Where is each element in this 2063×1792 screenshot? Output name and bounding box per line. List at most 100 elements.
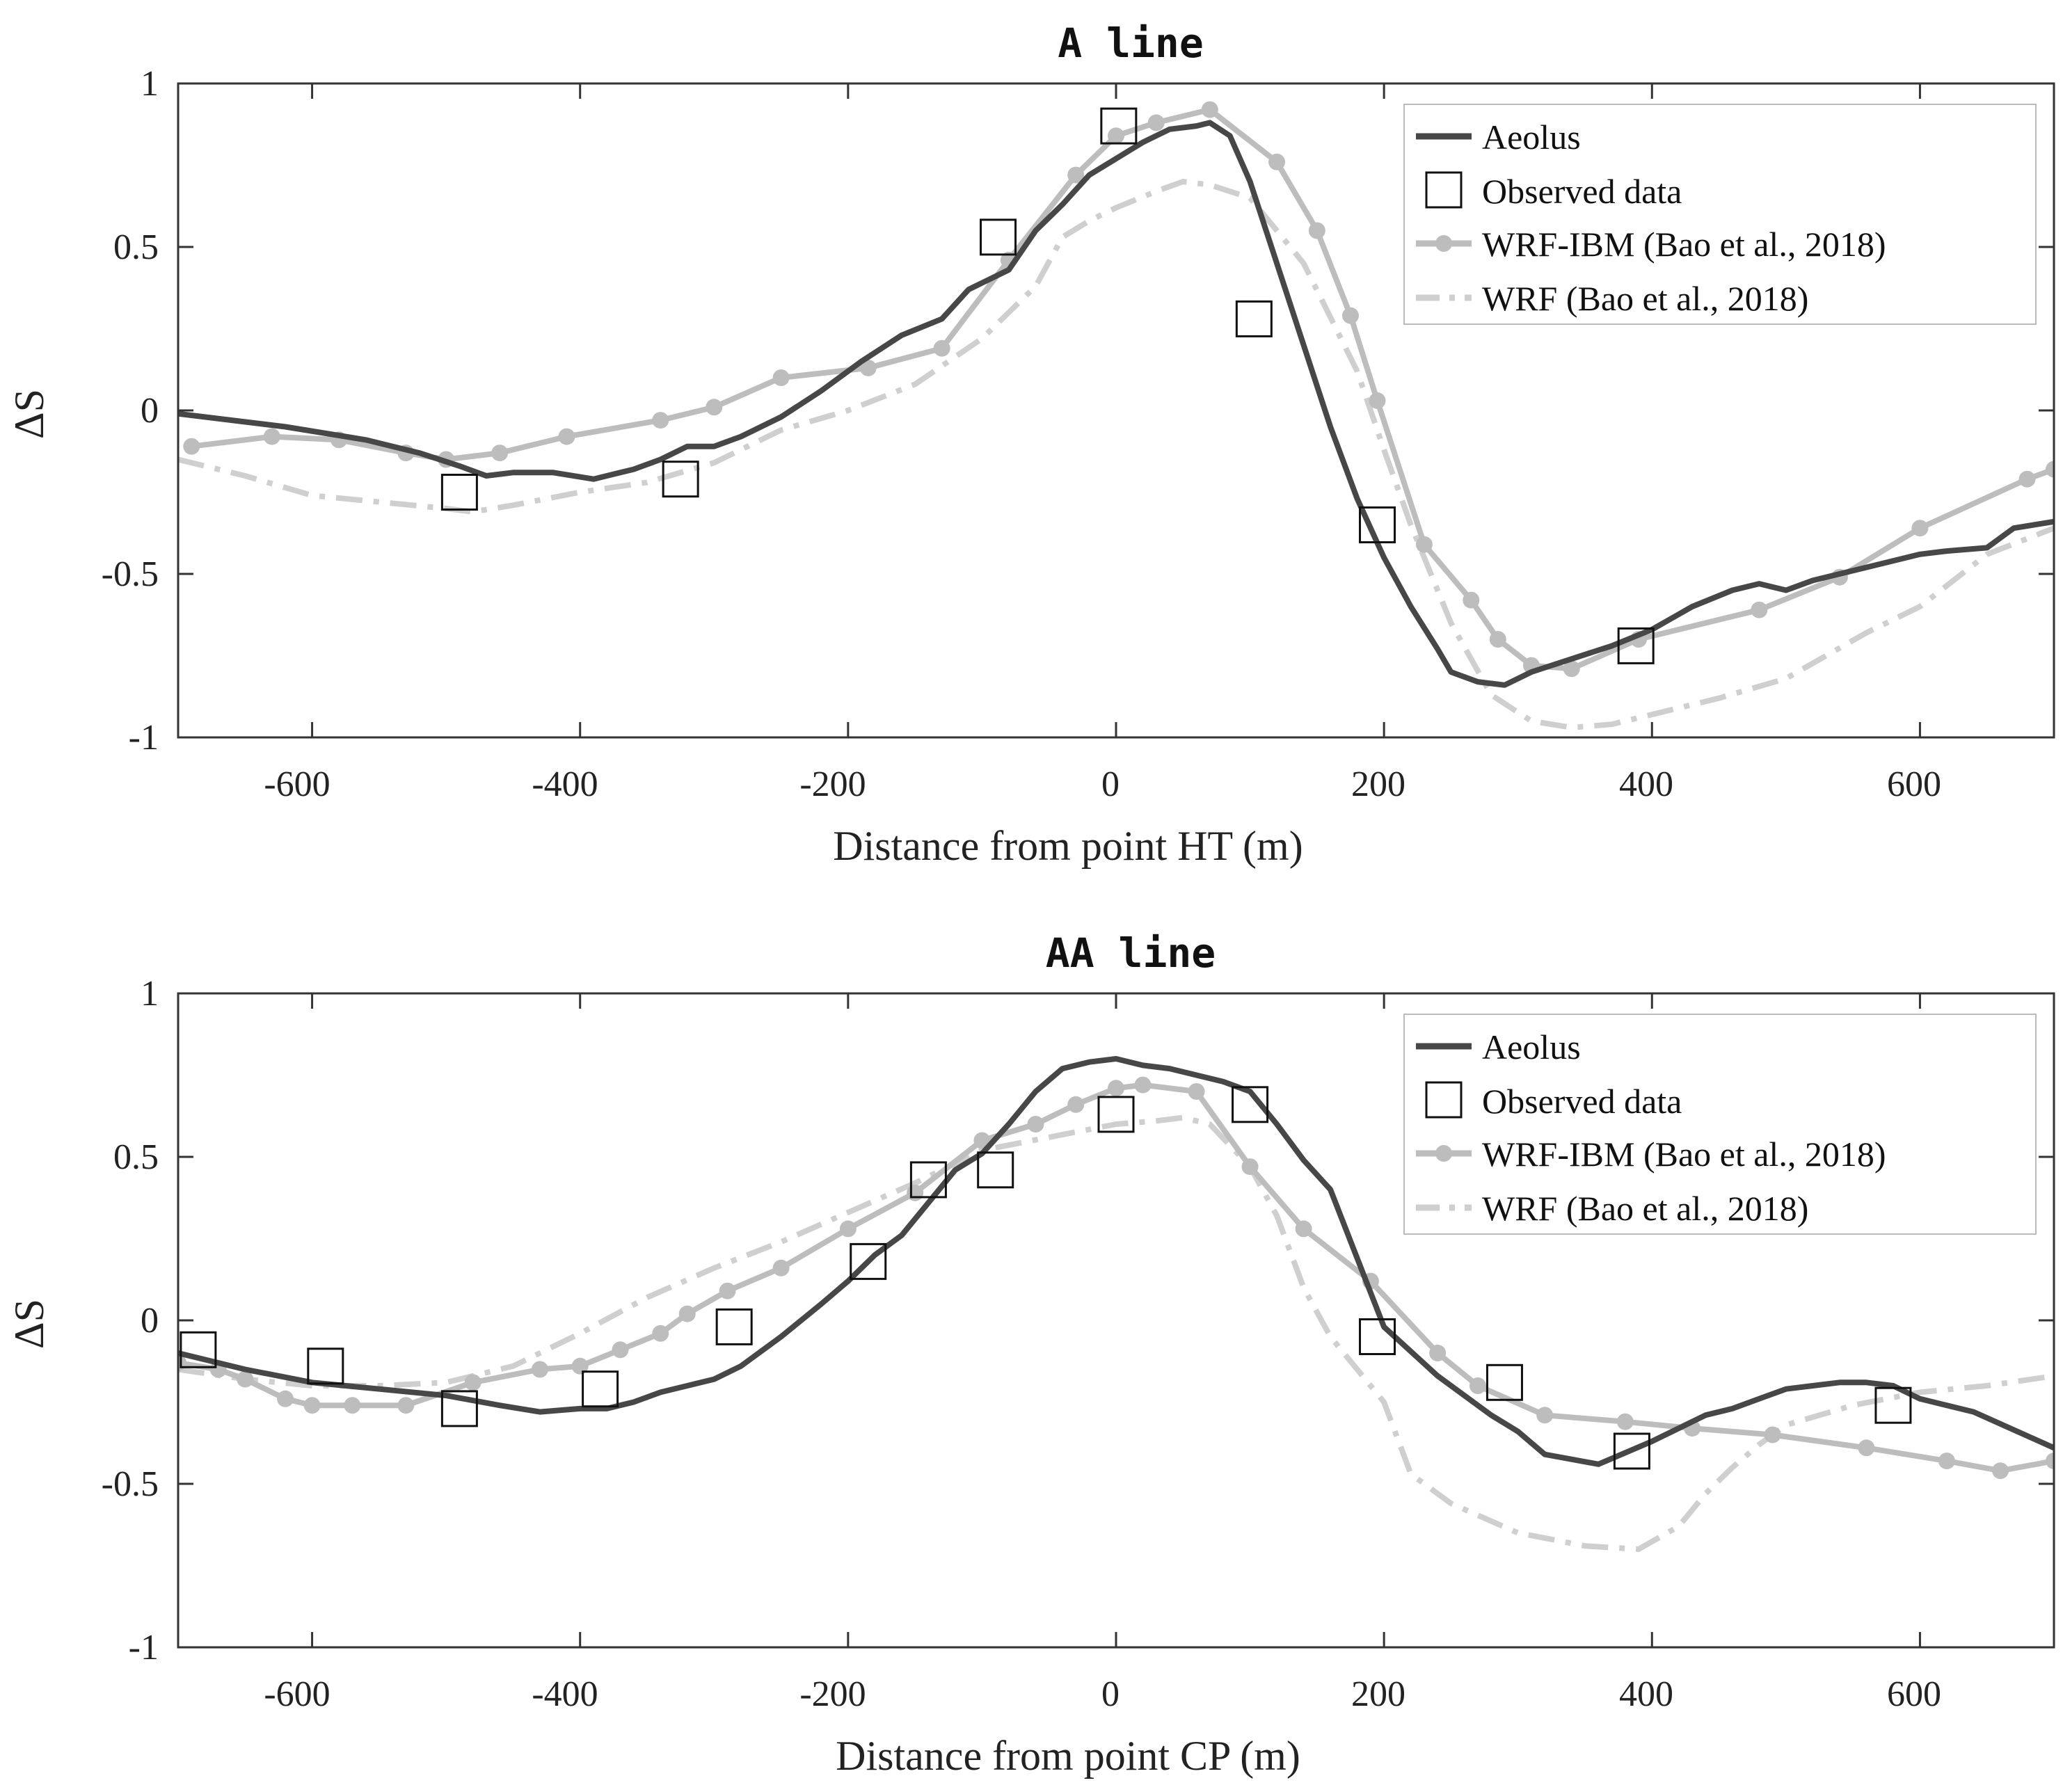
panel-aa-x-tick-label: -400: [532, 1674, 598, 1714]
panel-aa-legend-box: [1403, 1014, 2037, 1235]
panel-aa-wrf-ibm-point: [1991, 1462, 2009, 1480]
panel-a-observed-point: [1235, 300, 1273, 337]
panel-a-wrf-ibm-point: [1489, 631, 1506, 648]
panel-aa-y-tick-labels: -1 -0.5 0 0.5 1: [102, 974, 159, 1667]
panel-aa-title: AA line: [1046, 929, 1216, 977]
panel-a-x-tick-label: -200: [799, 765, 866, 804]
panel-aa-wrf-ibm-point: [839, 1220, 857, 1238]
panel-aa-wrf-ibm-point: [1938, 1453, 1955, 1470]
panel-a-wrf-ibm-point: [1201, 101, 1218, 118]
panel-a-observed-point: [440, 474, 478, 511]
panel-a-legend-box: [1403, 104, 2037, 325]
panel-a-x-tick-label: -400: [532, 765, 598, 804]
panel-a-wrf-ibm-point: [1415, 536, 1433, 553]
panel-a-y-tick-label: -0.5: [102, 554, 159, 594]
panel-aa-y-tick-label: 0: [141, 1301, 159, 1341]
panel-aa-observed-point: [1097, 1096, 1135, 1133]
panel-aa-x-tick-label: -600: [264, 1674, 330, 1714]
panel-aa-wrf-ibm-line: [178, 1082, 2054, 1474]
panel-aa-legend-observed-label: Observed data: [1482, 1082, 1682, 1121]
panel-aa-series-layer: [178, 1056, 2054, 1552]
panel-aa-wrf-ibm-point: [571, 1357, 589, 1375]
panel-a-x-tick-label: 0: [1101, 765, 1120, 804]
panel-a-wrf-line: [178, 179, 2054, 730]
panel-aa-line: AA line ΔS -600 -400 -200 0 200 400 600 …: [6, 929, 2055, 1779]
panel-a-legend-observed-swatch: [1425, 171, 1463, 209]
panel-a-legend-wrf-label: WRF (Bao et al., 2018): [1482, 279, 1808, 318]
panel-a-y-tick-label: 0.5: [113, 227, 159, 267]
panel-aa-series: [178, 1056, 2054, 1552]
panel-a-line: A line ΔS -600 -400 -200 0 200 400 600 -…: [6, 19, 2055, 869]
panel-a-legend-aeolus-label: Aeolus: [1482, 118, 1581, 157]
panel-aa-wrf-ibm-point: [1241, 1158, 1259, 1176]
panel-a-legend-wrf-ibm-label: WRF-IBM (Bao et al., 2018): [1482, 225, 1886, 264]
panel-aa-y-tick-label: -0.5: [102, 1464, 159, 1504]
panel-a-wrf-ibm-point: [859, 359, 877, 376]
panel-a-wrf-ibm-point: [1751, 601, 1768, 618]
panel-aa-x-axis-label: Distance from point CP (m): [836, 1733, 1300, 1779]
panel-aa-wrf-ibm-point: [1764, 1426, 1781, 1443]
panel-aa-observed-point: [1613, 1432, 1650, 1470]
panel-a-x-axis-label: Distance from point HT (m): [833, 823, 1303, 869]
panel-a-x-tick-label: 200: [1351, 765, 1405, 804]
panel-aa-wrf-line: [178, 1114, 2054, 1552]
panel-aa-wrf-ibm-point: [1616, 1413, 1634, 1430]
panel-aa-wrf-ibm-point: [772, 1259, 790, 1277]
panel-aa-legend: Aeolus Observed data WRF-IBM (Bao et al.…: [1403, 1014, 2037, 1235]
panel-aa-y-tick-label: 1: [141, 974, 159, 1014]
panel-a-wrf-ibm-line: [191, 106, 2054, 672]
panel-a-observed-point: [1617, 627, 1655, 664]
panel-a-x-tick-label: 600: [1887, 765, 1941, 804]
panel-a-legend: Aeolus Observed data WRF-IBM (Bao et al.…: [1403, 104, 2037, 325]
panel-a-wrf-ibm-point: [1147, 114, 1165, 131]
panel-aa-observed-point: [180, 1331, 217, 1368]
panel-aa-wrf-ibm-point: [277, 1390, 294, 1407]
panel-a-y-tick-labels: -1 -0.5 0 0.5 1: [102, 64, 159, 758]
panel-aa-wrf-ibm-point: [973, 1132, 991, 1149]
panel-aa-legend-wrf-ibm-label: WRF-IBM (Bao et al., 2018): [1482, 1135, 1886, 1174]
panel-aa-legend-observed-swatch: [1425, 1081, 1463, 1119]
panel-a-wrf-ibm-point: [2018, 470, 2036, 488]
panel-a-series: [178, 101, 2054, 730]
panel-aa-y-tick-label: 0.5: [113, 1137, 159, 1177]
panel-aa-x-tick-label: 400: [1619, 1674, 1673, 1714]
panel-aa-observed-point: [307, 1347, 344, 1385]
panel-aa-aeolus-line: [178, 1056, 2054, 1467]
panel-a-wrf-ibm-point: [1108, 127, 1124, 145]
panel-a-wrf-ibm-point: [652, 412, 669, 429]
panel-a-wrf-ibm-point: [1308, 222, 1325, 239]
panel-a-legend-wrf-ibm-marker: [1435, 235, 1452, 252]
panel-aa-wrf-ibm-point: [237, 1370, 254, 1388]
panel-aa-wrf-ibm-point: [1134, 1076, 1152, 1094]
panel-a-wrf-ibm-point: [183, 438, 200, 455]
panel-aa-wrf-ibm-point: [1188, 1083, 1205, 1100]
panel-a-aeolus-line: [178, 120, 2054, 688]
panel-a-observed-point: [1100, 107, 1138, 145]
panel-a-wrf-ibm-point: [706, 399, 723, 416]
panel-aa-wrf-ibm-point: [678, 1305, 696, 1322]
panel-aa-observed-point: [850, 1242, 887, 1280]
panel-aa-observed-point: [1874, 1386, 1912, 1424]
panel-a-wrf-ibm-point: [558, 428, 575, 445]
panel-aa-observed-point: [715, 1308, 753, 1345]
panel-a-y-tick-label: 1: [141, 64, 159, 104]
panel-aa-x-tick-label: 600: [1887, 1674, 1941, 1714]
panel-aa-wrf-ibm-point: [1858, 1439, 1875, 1457]
panel-a-y-axis-label: ΔS: [6, 389, 52, 439]
panel-aa-y-tick-label: -1: [129, 1628, 159, 1667]
panel-a-wrf-ibm-point: [1369, 392, 1386, 409]
panel-a-y-tick-label: -1: [129, 718, 159, 758]
panel-aa-wrf-ibm-point: [2046, 1453, 2054, 1470]
panel-a-ticks: [178, 82, 2054, 739]
panel-aa-legend-aeolus-label: Aeolus: [1482, 1027, 1581, 1066]
panel-a-series-layer: [178, 101, 2054, 730]
panel-a-wrf-ibm-point: [263, 428, 280, 445]
panel-aa-observed-point: [440, 1390, 478, 1427]
panel-aa-wrf-ibm-point: [344, 1397, 361, 1414]
panel-a-legend-observed-label: Observed data: [1482, 172, 1682, 211]
panel-aa-y-axis-label: ΔS: [6, 1299, 52, 1349]
panel-aa-wrf-ibm-point: [1536, 1407, 1554, 1424]
panel-a-y-tick-label: 0: [141, 391, 159, 431]
panel-aa-x-tick-label: -200: [799, 1674, 866, 1714]
